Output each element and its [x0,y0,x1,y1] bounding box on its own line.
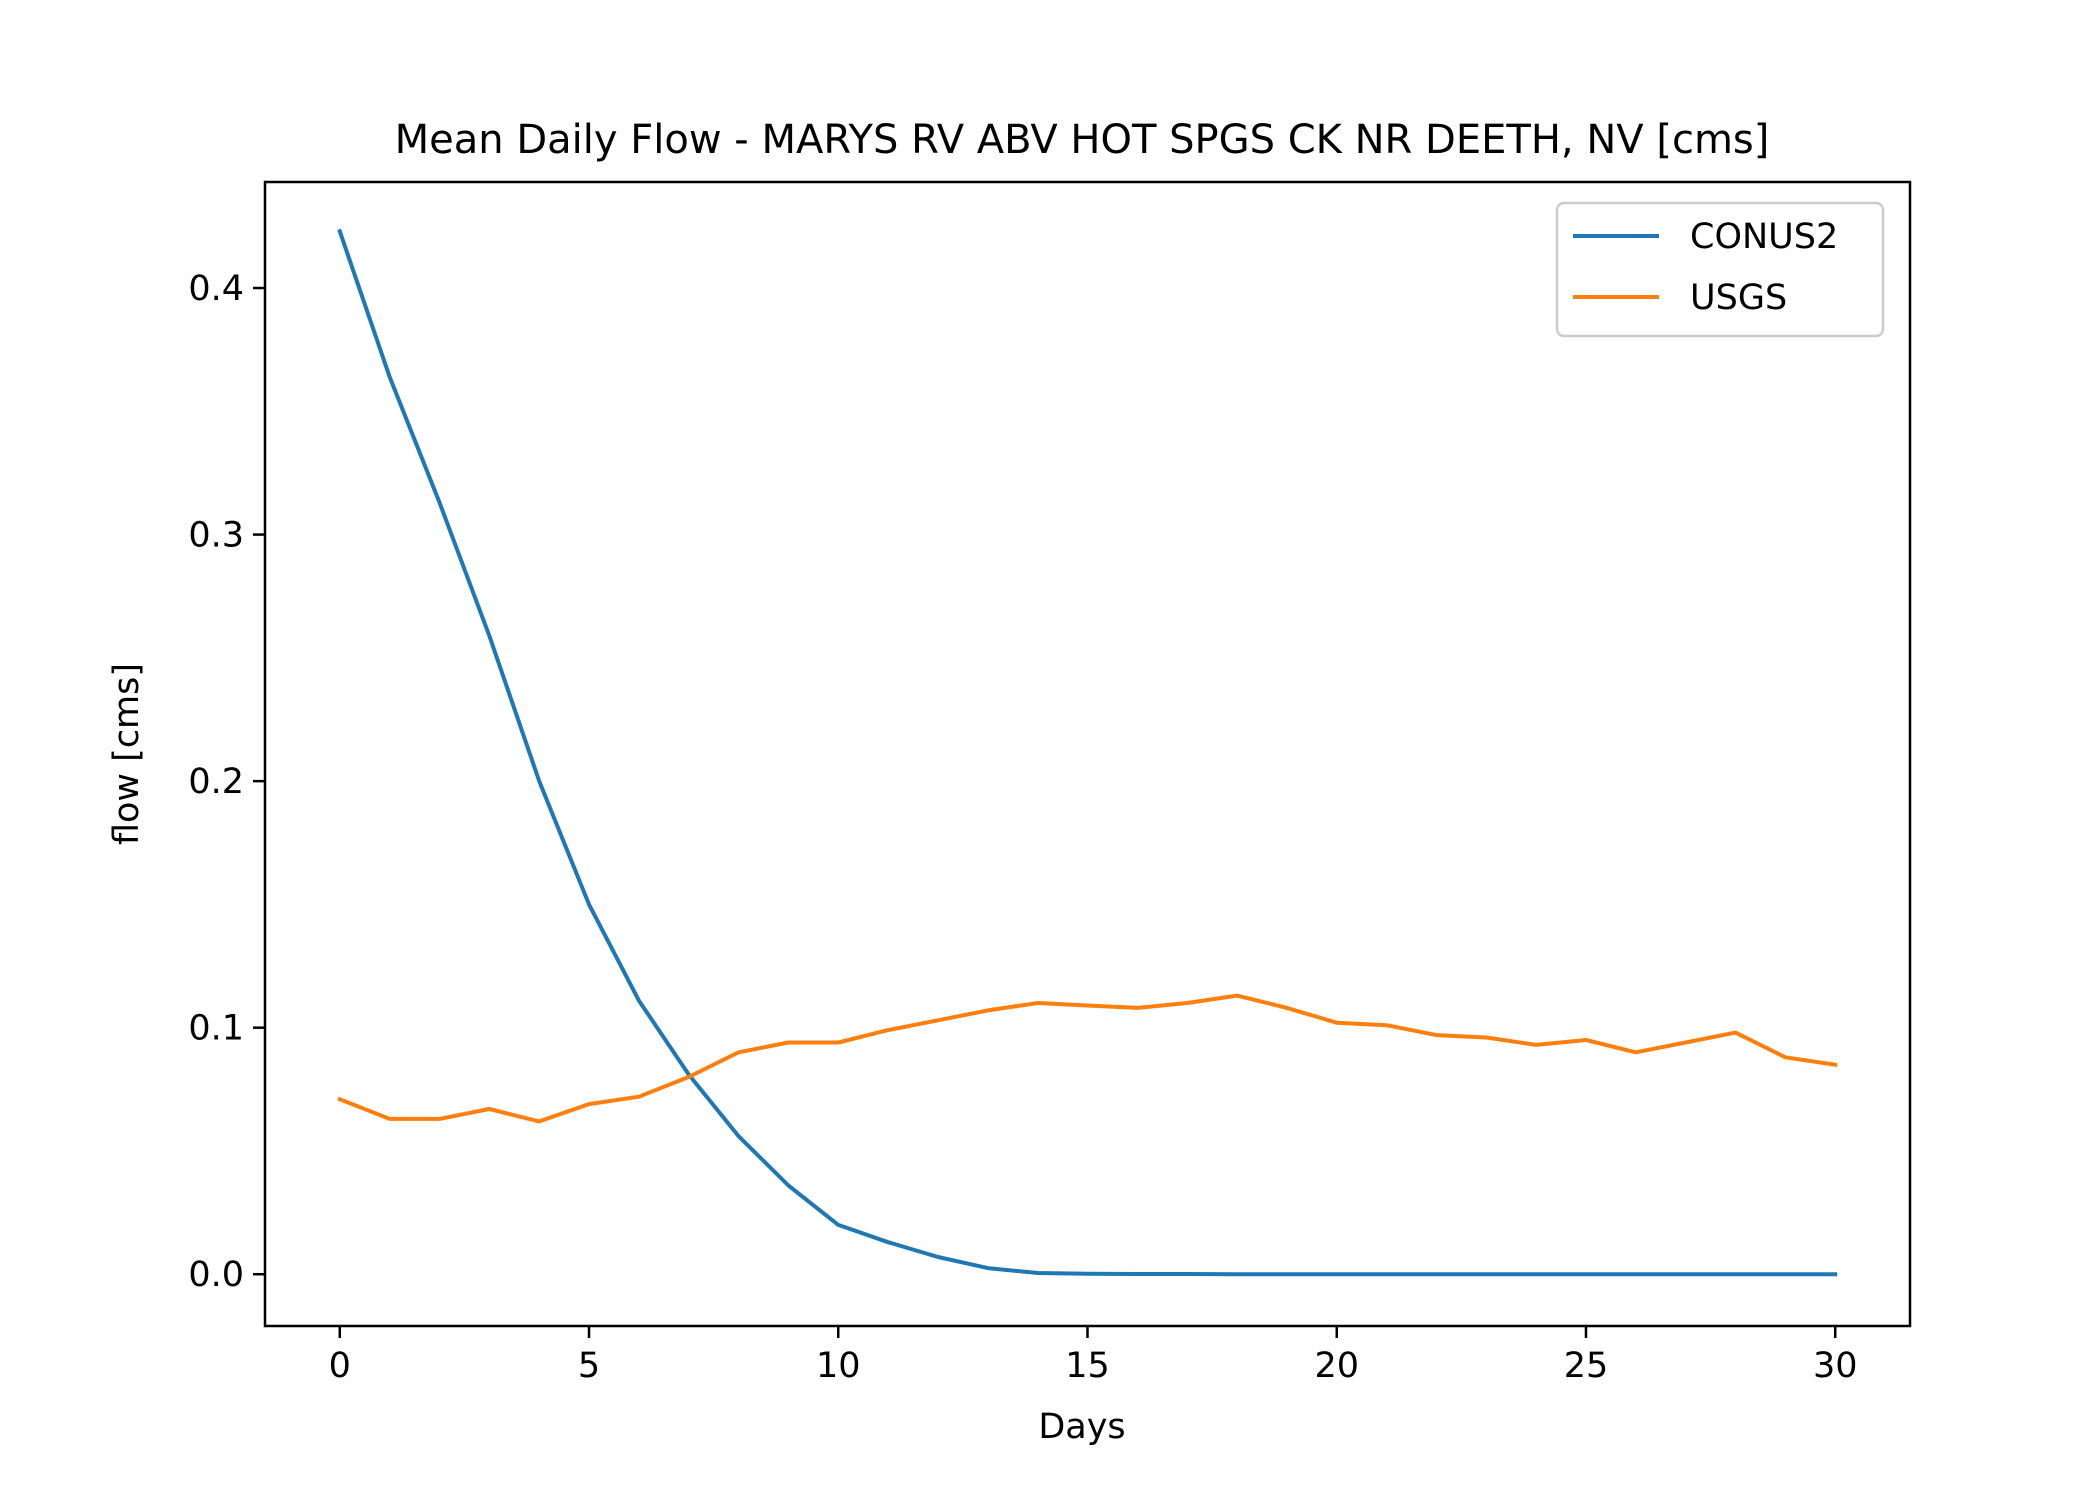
x-tick-label: 5 [578,1346,600,1386]
y-tick-label: 0.4 [188,269,244,309]
y-tick-label: 0.2 [188,762,244,802]
x-tick-label: 15 [1065,1346,1110,1386]
series-layer [337,228,1838,1277]
x-tick-label: 30 [1813,1346,1858,1386]
y-tick-label: 0.0 [188,1255,244,1295]
x-axis: 0 5 10 15 20 25 30 [329,1326,1858,1386]
y-tick-label: 0.1 [188,1009,244,1049]
y-axis-label: flow [cms] [107,663,147,845]
legend-label-conus2: CONUS2 [1690,217,1838,257]
x-tick-label: 20 [1314,1346,1359,1386]
legend-label-usgs: USGS [1690,278,1787,318]
y-tick-label: 0.3 [188,516,244,556]
x-axis-label: Days [1038,1407,1125,1447]
x-tick-label: 10 [816,1346,861,1386]
chart-title: Mean Daily Flow - MARYS RV ABV HOT SPGS … [395,117,1770,163]
x-tick-label: 0 [329,1346,351,1386]
y-axis: 0.0 0.1 0.2 0.3 0.4 [188,269,265,1295]
x-tick-label: 25 [1564,1346,1609,1386]
legend: CONUS2 USGS [1555,201,1885,338]
series-line-usgs [337,993,1838,1124]
series-line-conus2 [337,228,1838,1277]
